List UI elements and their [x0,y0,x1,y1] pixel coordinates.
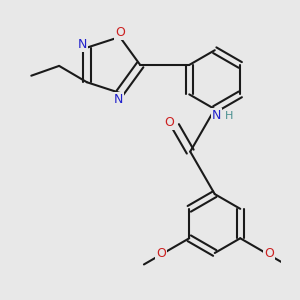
Text: O: O [165,116,175,129]
Text: O: O [264,248,274,260]
Text: H: H [225,111,234,121]
Text: N: N [113,93,123,106]
Text: N: N [77,38,87,51]
Text: O: O [156,248,166,260]
Text: N: N [212,109,221,122]
Text: O: O [115,26,125,38]
